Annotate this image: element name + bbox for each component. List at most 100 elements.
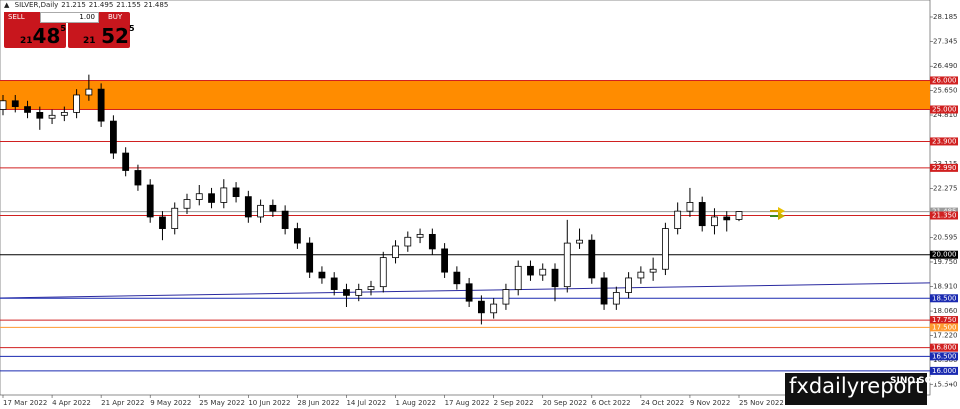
x-tick-label: 25 May 2022 bbox=[199, 399, 245, 407]
candle-body bbox=[122, 152, 130, 171]
header: ▲ SILVER,Daily 21.215 21.495 21.155 21.485 bbox=[4, 1, 169, 9]
candle-body bbox=[48, 114, 56, 119]
candle-body bbox=[649, 268, 657, 273]
candle-body bbox=[159, 216, 166, 229]
ohlc: 21.485 bbox=[143, 1, 169, 9]
candle-body bbox=[355, 289, 363, 296]
level-label: 17.500 bbox=[932, 323, 957, 331]
ask-small: 21 bbox=[83, 36, 96, 46]
level-tag bbox=[930, 323, 958, 332]
ohlc: 21.215 bbox=[61, 1, 86, 9]
x-tick-label: 25 Nov 2022 bbox=[739, 399, 784, 407]
candle-body bbox=[293, 228, 301, 244]
candle-body bbox=[110, 120, 117, 154]
y-tick-label: 15.540 bbox=[933, 380, 958, 388]
x-tick-label: 14 Jul 2022 bbox=[346, 399, 386, 407]
buy-button[interactable]: BUY bbox=[104, 12, 127, 22]
candle-body bbox=[416, 233, 424, 238]
candle-body bbox=[527, 265, 534, 276]
candle-body bbox=[428, 233, 436, 250]
x-tick-label: 17 Aug 2022 bbox=[445, 399, 490, 407]
level-tag bbox=[930, 294, 958, 303]
candle-body bbox=[269, 204, 277, 212]
level-tag bbox=[930, 105, 958, 114]
candle-body bbox=[404, 236, 412, 247]
candle-body bbox=[674, 210, 682, 229]
candle-body bbox=[576, 239, 583, 244]
candle-body bbox=[36, 112, 44, 119]
x-tick-label: 1 Aug 2022 bbox=[396, 399, 436, 407]
level-label: 21.350 bbox=[932, 212, 957, 220]
candle-body bbox=[453, 271, 461, 285]
candle-body bbox=[343, 289, 350, 296]
x-tick-label: 21 Apr 2022 bbox=[101, 399, 144, 407]
level-label: 22.990 bbox=[932, 164, 957, 172]
candle-body bbox=[612, 292, 620, 305]
symbol: SILVER,Daily bbox=[14, 1, 59, 9]
candle-body bbox=[441, 248, 449, 273]
candle-body bbox=[539, 268, 547, 276]
candle-body bbox=[208, 193, 215, 203]
y-tick-label: 28.185 bbox=[933, 13, 958, 21]
candle-body bbox=[232, 187, 240, 198]
candle-body bbox=[686, 202, 694, 212]
level-tag bbox=[930, 366, 958, 375]
candle-body bbox=[723, 216, 731, 221]
y-tick-label: 26.490 bbox=[933, 62, 958, 70]
candle-body bbox=[551, 268, 559, 288]
watermark-logo: SINO SOUND bbox=[890, 376, 955, 386]
x-tick-label: 10 Jun 2022 bbox=[248, 399, 290, 407]
candle-body bbox=[281, 210, 289, 229]
candle-body bbox=[514, 265, 522, 290]
candle-body bbox=[367, 286, 375, 290]
y-tick-label: 25.650 bbox=[933, 87, 958, 95]
trendline bbox=[0, 282, 931, 299]
candle-body bbox=[600, 277, 608, 305]
candle-body bbox=[0, 100, 7, 110]
candle-body bbox=[588, 239, 596, 279]
level-tag bbox=[930, 211, 958, 220]
bid-price: 21485 bbox=[20, 24, 66, 48]
x-tick-label: 9 May 2022 bbox=[150, 399, 191, 407]
x-tick-label: 17 Mar 2022 bbox=[3, 399, 47, 407]
y-tick-label: 19.750 bbox=[933, 258, 958, 266]
level-tag bbox=[930, 76, 958, 85]
candle-body bbox=[392, 245, 399, 259]
sell-button[interactable]: SELL bbox=[4, 12, 29, 22]
ask-big: 52 bbox=[101, 24, 129, 48]
y-tick-label: 17.220 bbox=[933, 331, 958, 339]
y-tick-label: 18.910 bbox=[933, 282, 958, 290]
level-tag bbox=[930, 316, 958, 325]
y-tick-label: 22.275 bbox=[933, 185, 958, 193]
y-tick-label: 20.595 bbox=[933, 233, 958, 241]
candle-body bbox=[73, 94, 80, 113]
x-tick-label: 4 Apr 2022 bbox=[52, 399, 91, 407]
candle-body bbox=[625, 277, 632, 293]
candle-body bbox=[146, 184, 154, 218]
level-label: 23.900 bbox=[932, 137, 957, 145]
candle-body bbox=[662, 228, 669, 270]
level-tag bbox=[930, 250, 958, 259]
candle-body bbox=[477, 300, 485, 314]
candle-body bbox=[465, 283, 473, 302]
ask-price: 21 525 bbox=[83, 24, 135, 48]
candle-body bbox=[318, 271, 326, 279]
ohlc: 21.155 bbox=[116, 1, 141, 9]
candle-body bbox=[698, 202, 706, 227]
level-label: 20.000 bbox=[932, 251, 957, 259]
level-label: 18.500 bbox=[932, 294, 957, 302]
candle-body bbox=[563, 242, 571, 288]
x-tick-label: 20 Sep 2022 bbox=[543, 399, 587, 407]
level-label: 17.750 bbox=[932, 316, 957, 324]
candle-body bbox=[97, 88, 105, 122]
lot-input[interactable]: 1.00 bbox=[40, 12, 99, 23]
level-tag bbox=[930, 343, 958, 352]
candle-body bbox=[502, 289, 510, 305]
level-label: 16.800 bbox=[932, 344, 957, 352]
level-tag bbox=[930, 163, 958, 172]
candle-body bbox=[183, 199, 191, 209]
candle-body bbox=[257, 204, 265, 218]
y-tick-label: 24.810 bbox=[933, 111, 958, 119]
